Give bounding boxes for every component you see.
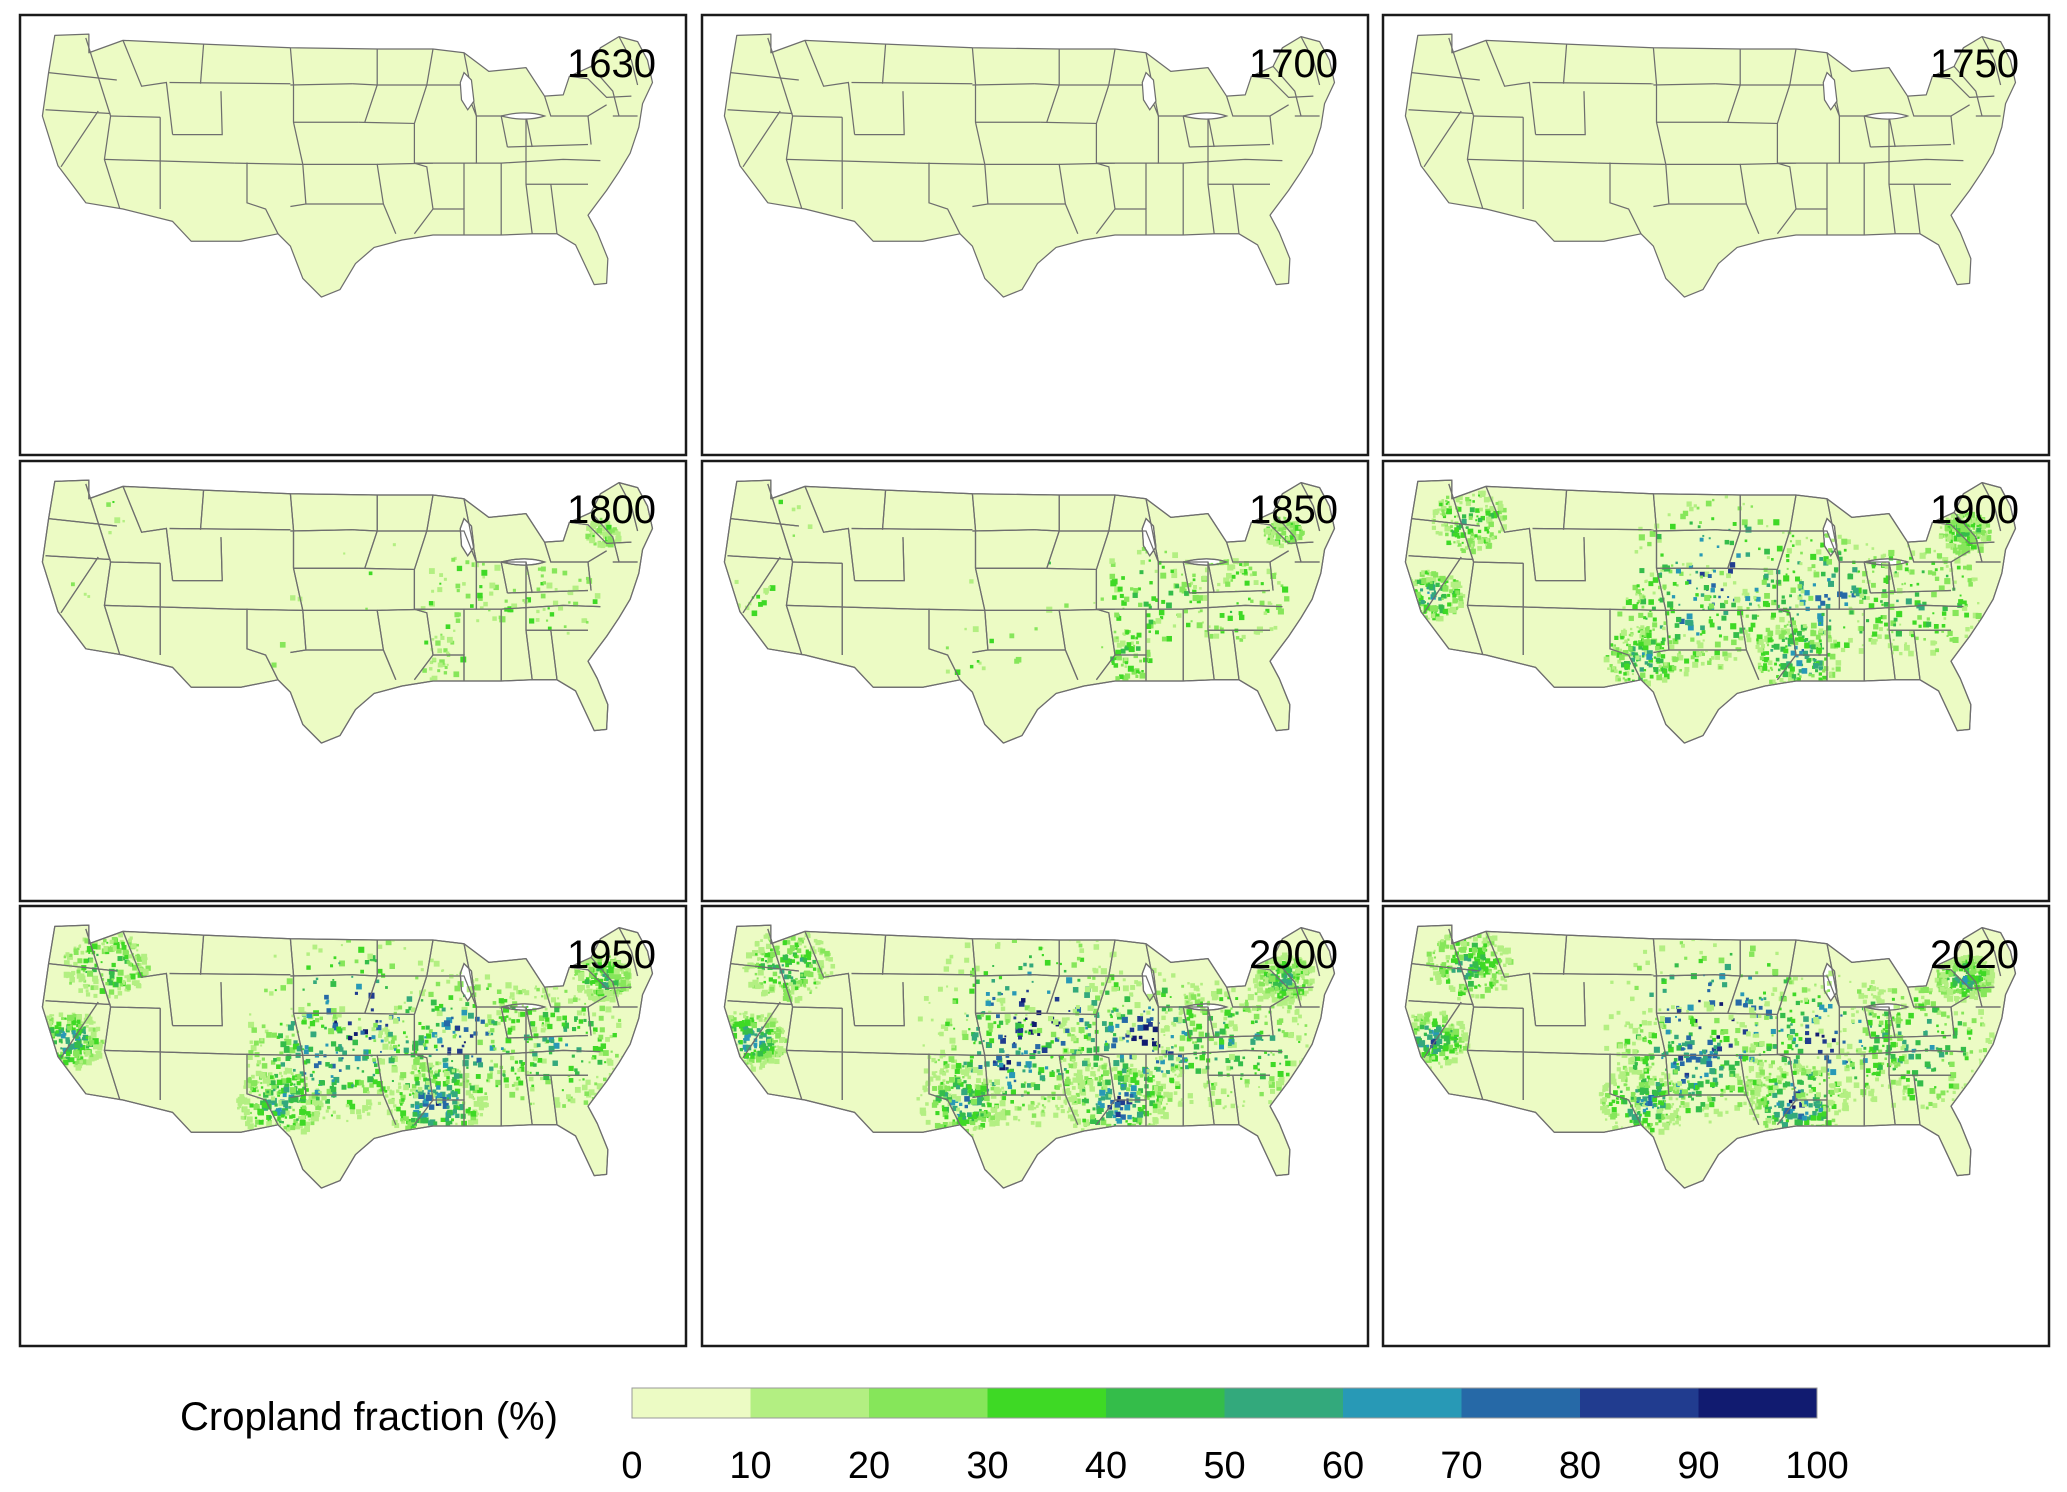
panel-year-label: 1700	[1249, 42, 1338, 86]
panel-year-label: 1630	[567, 42, 656, 86]
legend-swatch	[869, 1388, 988, 1418]
legend-tick-label: 70	[1440, 1445, 1482, 1487]
legend-tick-label: 50	[1203, 1445, 1245, 1487]
legend-swatch	[750, 1388, 869, 1418]
panel-year-label: 2000	[1249, 933, 1338, 977]
map-panel-1630: 1630	[18, 13, 688, 457]
panel-year-label: 1750	[1930, 42, 2019, 86]
panel-year-label: 1950	[567, 933, 656, 977]
legend: Cropland fraction (%) 0 10 20 30 40 50 60 70 80 9…	[180, 1387, 1849, 1487]
map-panel-1750: 1750	[1381, 13, 2051, 457]
legend-tick-label: 0	[621, 1445, 642, 1487]
legend-swatch	[1580, 1388, 1699, 1418]
legend-tick-label: 10	[729, 1445, 771, 1487]
legend-tick-label: 20	[848, 1445, 890, 1487]
map-panel-1700: 1700	[700, 13, 1370, 457]
legend-tick-label: 40	[1085, 1445, 1127, 1487]
map-panel-2020: 2020	[1381, 904, 2051, 1348]
map-panel-1950: 1950	[18, 904, 688, 1348]
legend-tick-label: 80	[1559, 1445, 1601, 1487]
legend-title: Cropland fraction (%)	[180, 1395, 558, 1439]
legend-tick-labels: 0 10 20 30 40 50 60 70 80 90 100	[621, 1445, 1848, 1487]
map-panel-1800: 1800	[18, 459, 688, 903]
us-map	[41, 924, 654, 1189]
legend-swatch	[1224, 1388, 1343, 1418]
us-map	[41, 479, 654, 744]
legend-swatch	[1698, 1388, 1817, 1418]
legend-swatch	[987, 1388, 1106, 1418]
legend-tick-label: 90	[1677, 1445, 1719, 1487]
map-panel-1900: 1900	[1381, 459, 2051, 903]
legend-swatch	[632, 1388, 751, 1418]
panel-year-label: 2020	[1930, 933, 2019, 977]
legend-swatch	[1461, 1388, 1580, 1418]
us-map	[723, 479, 1336, 744]
legend-tick-label: 60	[1322, 1445, 1364, 1487]
map-panel-1850: 1850	[700, 459, 1370, 903]
legend-tick-label: 100	[1785, 1445, 1848, 1487]
map-panel-2000: 2000	[700, 904, 1370, 1348]
legend-outline	[631, 1387, 1818, 1419]
legend-swatch	[1106, 1388, 1225, 1418]
legend-swatch	[1343, 1388, 1462, 1418]
panel-year-label: 1850	[1249, 488, 1338, 532]
legend-tick-label: 30	[966, 1445, 1008, 1487]
us-map	[1404, 924, 2017, 1189]
us-map	[1404, 479, 2017, 744]
legend-colorbar	[631, 1387, 1818, 1419]
panel-year-label: 1900	[1930, 488, 2019, 532]
panel-year-label: 1800	[567, 488, 656, 532]
map-panels: 1630 1700 1750 1800 1850 1900 1950 2000 2020	[18, 13, 2051, 1348]
